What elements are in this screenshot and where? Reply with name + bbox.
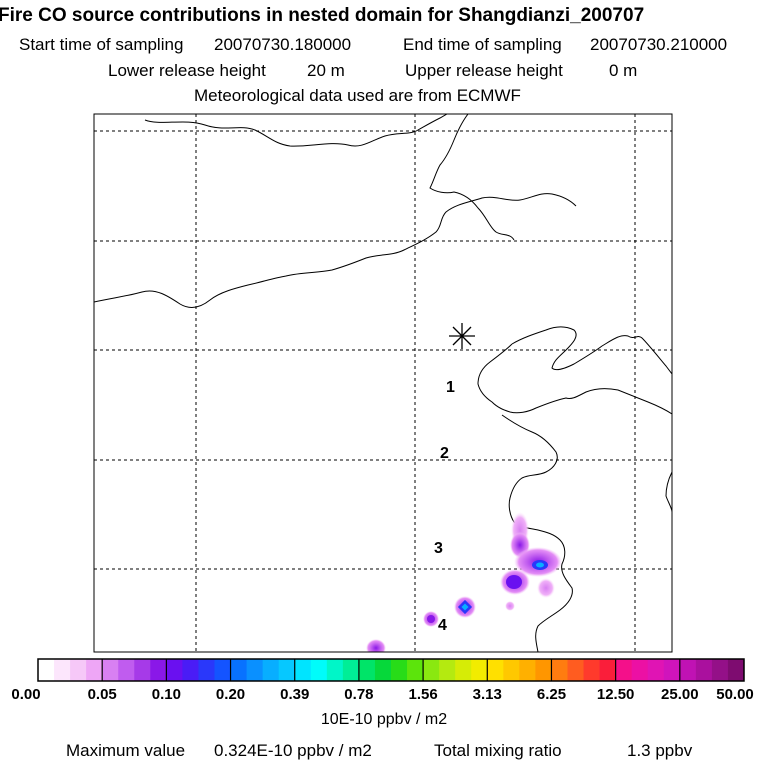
- colorbar-swatch: [583, 659, 601, 681]
- colorbar-tick-label: 50.00: [716, 686, 754, 703]
- track-label-4: 4: [438, 617, 447, 634]
- colorbar-swatch: [391, 659, 408, 681]
- liaodong-coast: [511, 326, 672, 375]
- plume-patch: [366, 639, 386, 652]
- colorbar-tick-label: 12.50: [596, 686, 635, 703]
- end-time-label: End time of sampling: [403, 35, 562, 54]
- colorbar-swatch: [727, 659, 745, 681]
- plume-core: [536, 562, 544, 568]
- colorbar-swatch: [134, 659, 151, 681]
- colorbar-swatch: [150, 659, 167, 681]
- plume-patch: [537, 578, 555, 598]
- colorbar-tick-label: 0.05: [87, 686, 117, 703]
- colorbar-tick-label: 0.20: [215, 686, 246, 703]
- colorbar-swatch: [278, 659, 296, 681]
- colorbar-swatch: [214, 659, 232, 681]
- colorbar-tick-label: 6.25: [536, 686, 567, 703]
- colorbar-swatch: [487, 659, 504, 681]
- colorbar-swatch: [246, 659, 264, 681]
- upper-release-value: 0 m: [609, 61, 638, 80]
- lower-release-label: Lower release height: [108, 61, 266, 80]
- colorbar-swatch: [519, 659, 536, 681]
- colorbar-swatch: [535, 659, 552, 681]
- colorbar-swatch: [374, 659, 392, 681]
- colorbar-swatch: [358, 659, 376, 681]
- colorbar-swatch: [102, 659, 119, 681]
- end-time-value: 20070730.210000: [590, 35, 728, 54]
- korea-coast: [665, 471, 672, 513]
- max-value-label: Maximum value: [66, 741, 186, 760]
- track-label-2: 2: [440, 445, 449, 462]
- total-mixing-label: Total mixing ratio: [434, 741, 562, 760]
- asterisk-icon: [449, 323, 475, 349]
- colorbar-tick-label: 1.56: [408, 686, 438, 703]
- plume-patch: [505, 601, 515, 611]
- map-frame: [93, 113, 673, 653]
- colorbar-swatch: [342, 659, 360, 681]
- colorbar-swatch: [262, 659, 280, 681]
- colorbar-unit: 10E-10 ppbv / m2: [320, 711, 448, 728]
- colorbar-swatch: [599, 659, 617, 681]
- concentration-plume: [366, 512, 562, 652]
- colorbar-swatch: [663, 659, 681, 681]
- lower-release-value: 20 m: [307, 61, 345, 80]
- western-border: [94, 193, 577, 308]
- northern-border: [144, 114, 448, 147]
- colorbar: [38, 659, 745, 681]
- colorbar-swatch: [711, 659, 729, 681]
- colorbar-tick-label: 0.78: [344, 686, 374, 703]
- colorbar-tick-label: 3.13: [472, 686, 502, 703]
- colorbar-tick-label: 0.39: [280, 686, 310, 703]
- colorbar-swatch: [230, 659, 248, 681]
- colorbar-swatch: [439, 659, 456, 681]
- colorbar-swatch: [407, 659, 424, 681]
- colorbar-swatch: [166, 659, 183, 681]
- max-value: 0.324E-10 ppbv / m2: [214, 741, 372, 760]
- upper-release-label: Upper release height: [405, 61, 563, 80]
- grid-lines: [94, 114, 672, 652]
- colorbar-swatch: [631, 659, 649, 681]
- colorbar-swatch: [70, 659, 87, 681]
- colorbar-swatch: [198, 659, 215, 681]
- plume-core: [461, 603, 469, 611]
- plot-title: Fire CO source contributions in nested d…: [0, 5, 645, 26]
- colorbar-tick-label: 25.00: [661, 686, 699, 703]
- colorbar-swatch: [294, 659, 312, 681]
- map-area: 1 2 3 4: [94, 114, 672, 652]
- start-time-label: Start time of sampling: [19, 35, 184, 54]
- colorbar-swatch: [567, 659, 585, 681]
- colorbar-swatch: [695, 659, 713, 681]
- river-line: [429, 114, 515, 241]
- colorbar-swatch: [471, 659, 488, 681]
- colorbar-swatch: [38, 659, 55, 681]
- colorbar-swatch: [679, 659, 697, 681]
- plume-core: [506, 575, 522, 589]
- colorbar-swatch: [310, 659, 328, 681]
- colorbar-tick-label: 0.10: [151, 686, 181, 703]
- track-label-1: 1: [446, 379, 455, 396]
- plume-core: [427, 615, 435, 623]
- bohai-gulf: [477, 343, 672, 415]
- colorbar-swatch: [54, 659, 71, 681]
- colorbar-frame: [37, 658, 745, 682]
- colorbar-tick-label: 0.00: [11, 686, 41, 703]
- track-label-3: 3: [434, 540, 443, 557]
- colorbar-swatch: [615, 659, 633, 681]
- meteo-note: Meteorological data used are from ECMWF: [194, 86, 521, 105]
- coastlines: [94, 114, 672, 652]
- colorbar-swatch: [551, 659, 568, 681]
- colorbar-swatch: [503, 659, 520, 681]
- colorbar-swatch: [326, 659, 344, 681]
- colorbar-swatch: [118, 659, 135, 681]
- start-time-value: 20070730.180000: [214, 35, 352, 54]
- total-mixing-value: 1.3 ppbv: [627, 741, 693, 760]
- colorbar-swatch: [423, 659, 440, 681]
- colorbar-swatch: [86, 659, 103, 681]
- colorbar-swatch: [647, 659, 665, 681]
- colorbar-swatch: [455, 659, 472, 681]
- colorbar-swatch: [182, 659, 199, 681]
